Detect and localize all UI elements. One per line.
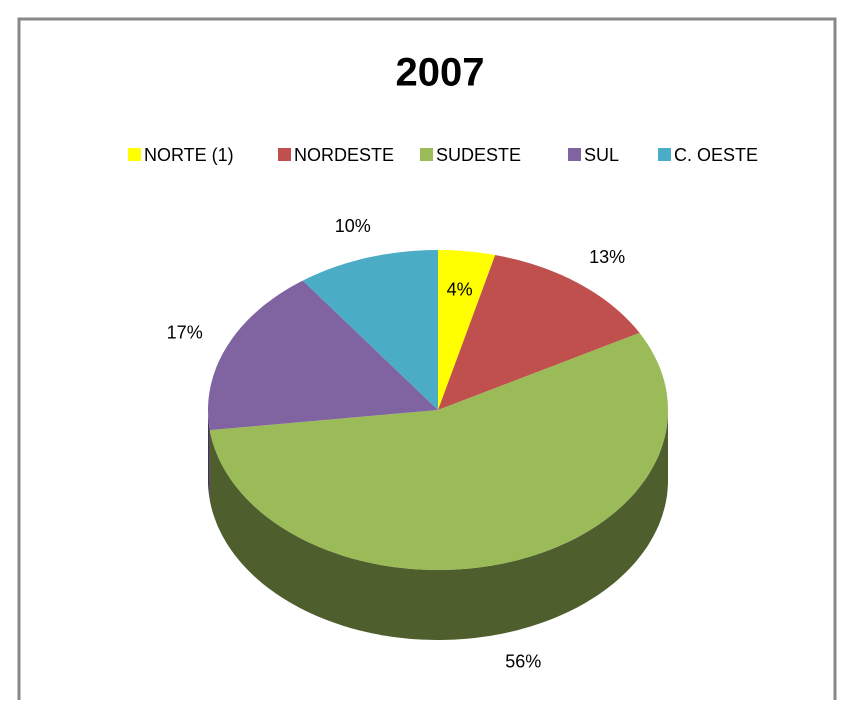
legend-swatch <box>278 148 291 161</box>
slice-side <box>208 410 210 501</box>
legend-swatch <box>128 148 141 161</box>
legend-swatch <box>568 148 581 161</box>
data-label: 56% <box>505 651 541 671</box>
slice <box>438 250 496 410</box>
data-label: 17% <box>167 322 203 342</box>
legend-label: NORTE (1) <box>144 145 234 165</box>
slice <box>302 250 438 410</box>
data-label: 4% <box>447 280 473 300</box>
data-label: 13% <box>589 247 625 267</box>
legend-swatch <box>420 148 433 161</box>
slice-side <box>209 410 669 640</box>
slice <box>209 332 669 570</box>
legend-swatch <box>658 148 671 161</box>
legend-label: SUL <box>584 145 619 165</box>
legend-label: SUDESTE <box>436 145 521 165</box>
slice <box>438 255 640 410</box>
legend-label: C. OESTE <box>674 145 758 165</box>
chart-title: 2007 <box>396 51 485 95</box>
legend-label: NORDESTE <box>294 145 394 165</box>
data-label: 10% <box>335 216 371 236</box>
slice <box>208 280 438 431</box>
